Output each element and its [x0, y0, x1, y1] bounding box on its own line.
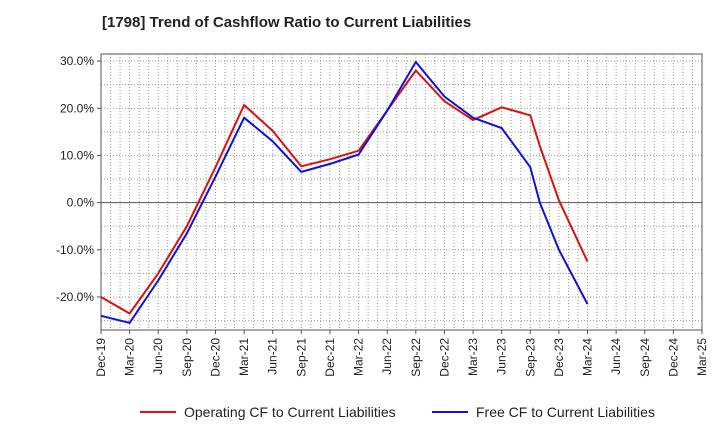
- x-tick-label: Sep-20: [180, 338, 194, 377]
- x-tick-label: Jun-23: [495, 338, 509, 375]
- series-line-0: [100, 69, 589, 315]
- x-tick-label: Dec-23: [552, 338, 566, 377]
- y-tick-label: 10.0%: [60, 148, 94, 162]
- x-tick-label: Mar-21: [237, 338, 251, 376]
- x-tick-label: Dec-22: [437, 338, 451, 377]
- series: [100, 61, 589, 324]
- x-tick-label: Mar-24: [581, 338, 595, 376]
- legend-item-free-cf: Free CF to Current Liabilities: [432, 404, 655, 420]
- legend-swatch-free-cf: [432, 411, 468, 413]
- y-tick-label: 20.0%: [60, 101, 94, 115]
- x-tick-label: Mar-25: [695, 338, 709, 376]
- x-tick-label: Sep-22: [409, 338, 423, 377]
- y-tick-label: 30.0%: [60, 54, 94, 68]
- x-tick-label: Dec-20: [208, 338, 222, 377]
- legend-label-free-cf: Free CF to Current Liabilities: [476, 404, 655, 420]
- y-tick-label: 0.0%: [67, 196, 95, 210]
- legend: Operating CF to Current Liabilities Free…: [0, 404, 720, 428]
- chart-title: [1798] Trend of Cashflow Ratio to Curren…: [102, 14, 472, 31]
- x-tick-label: Dec-21: [323, 338, 337, 377]
- x-tick-label: Jun-20: [151, 338, 165, 375]
- x-tick-label: Mar-22: [352, 338, 366, 376]
- x-tick-label: Jun-22: [380, 338, 394, 375]
- x-tick-label: Mar-20: [123, 338, 137, 376]
- x-tick-label: Sep-21: [294, 338, 308, 377]
- series-line-1: [100, 61, 589, 324]
- legend-swatch-operating-cf: [140, 411, 176, 413]
- grid: [100, 54, 703, 330]
- y-tick-label: -10.0%: [56, 243, 94, 257]
- x-tick-label: Dec-19: [94, 338, 108, 377]
- axes: [97, 53, 703, 334]
- x-tick-label: Sep-23: [523, 338, 537, 377]
- x-tick-label: Jun-21: [266, 338, 280, 375]
- x-tick-label: Mar-23: [466, 338, 480, 376]
- x-tick-label: Jun-24: [609, 338, 623, 375]
- legend-label-operating-cf: Operating CF to Current Liabilities: [184, 404, 396, 420]
- legend-item-operating-cf: Operating CF to Current Liabilities: [140, 404, 396, 420]
- tick-labels: 30.0% 20.0% 10.0% 0.0% -10.0% -20.0% Dec-19 Mar…: [56, 54, 709, 377]
- plot-border: [100, 53, 703, 331]
- x-tick-label: Dec-24: [666, 338, 680, 377]
- x-tick-label: Sep-24: [638, 338, 652, 377]
- y-tick-label: -20.0%: [56, 290, 94, 304]
